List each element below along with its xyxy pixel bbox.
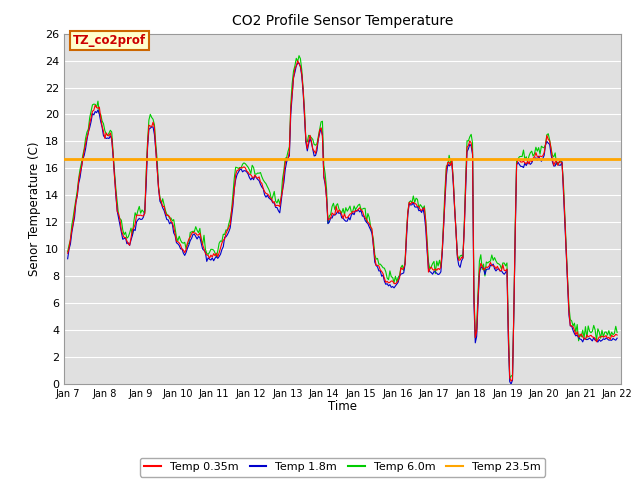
- X-axis label: Time: Time: [328, 400, 357, 413]
- Legend: Temp 0.35m, Temp 1.8m, Temp 6.0m, Temp 23.5m: Temp 0.35m, Temp 1.8m, Temp 6.0m, Temp 2…: [140, 457, 545, 477]
- Title: CO2 Profile Sensor Temperature: CO2 Profile Sensor Temperature: [232, 14, 453, 28]
- Y-axis label: Senor Temperature (C): Senor Temperature (C): [28, 142, 41, 276]
- Text: TZ_co2prof: TZ_co2prof: [73, 35, 147, 48]
